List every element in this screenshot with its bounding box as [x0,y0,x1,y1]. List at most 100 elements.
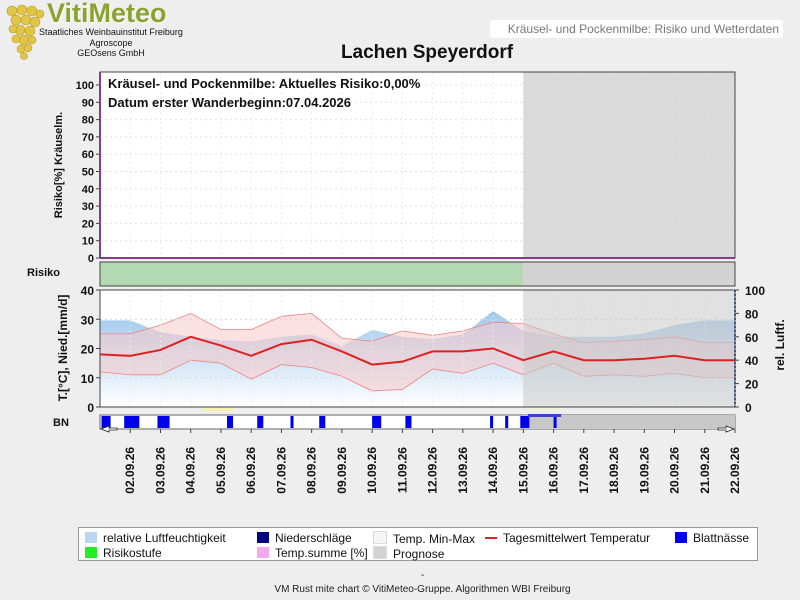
legend-swatch [257,532,269,543]
legend-swatch [85,532,97,543]
legend-item: relative Luftfeuchtigkeit [85,531,226,545]
leaf-wetness-bar [553,416,557,428]
date-tick-label: 16.09.26 [547,447,561,494]
weather-right-tick-label: 100 [745,284,765,298]
risk-y-axis-label: Risiko[%] Kräuselm. [53,112,65,218]
legend-swatch [257,547,269,558]
legend-item: Niederschläge [257,531,352,545]
weather-right-tick-label: 40 [745,354,759,368]
leaf-wetness-bar [372,416,382,428]
leaf-wetness-bar [490,416,494,428]
legend-item: Risikostufe [85,546,162,560]
legend-label: Risikostufe [103,546,162,560]
leaf-wetness-bar [505,416,509,428]
date-tick-label: 10.09.26 [365,447,379,494]
weather-left-axis-label: T.[°C], Nied.[mm/d] [56,295,70,402]
weather-forecast-area [523,290,735,407]
legend-item: Temp.summe [%] [257,546,368,560]
weather-left-tick-label: 0 [87,401,94,415]
weather-left-tick-label: 30 [81,313,95,327]
leaf-wetness-bar [257,416,264,428]
leaf-wetness-bar [101,416,111,428]
date-tick-label: 04.09.26 [184,447,198,494]
weather-frame [99,289,736,408]
date-tick-label: 17.09.26 [577,447,591,494]
weather-left-tick-label: 40 [81,284,95,298]
chart-title: Lachen Speyerdorf [340,42,514,63]
risk-tick-label: 70 [82,132,94,144]
date-tick-label: 14.09.26 [486,447,500,494]
legend-label: relative Luftfeuchtigkeit [103,531,226,545]
risk-tick-label: 50 [82,167,94,179]
date-tick-label: 12.09.26 [426,447,440,494]
leaf-wetness-forecast [523,415,735,429]
risk-tick-label: 80 [82,115,94,127]
risk-forecast-area [523,72,735,258]
risk-tick-label: 0 [88,253,94,265]
legend-label: Prognose [393,547,445,561]
leaf-wetness-bar [520,416,530,428]
risk-strip-label: Risiko [27,267,60,279]
bn-label: BN [53,417,69,429]
risk-tick-label: 100 [76,80,94,92]
legend-swatch [85,547,97,558]
date-tick-label: 11.09.26 [395,447,409,493]
date-tick-label: 18.09.26 [607,447,621,494]
current-risk-annotation: Kräusel- und Pockenmilbe: Aktuelles Risi… [108,76,421,91]
weather-right-tick-label: 60 [745,331,759,345]
date-tick-label: 06.09.26 [244,447,258,494]
date-tick-label: 21.09.26 [698,447,712,494]
legend-item: Temp. Min-Max [373,531,475,546]
date-tick-label: 08.09.26 [305,447,319,494]
logo-agroscope: Agroscope [89,38,133,48]
legend-swatch [373,531,387,544]
leaf-wetness-bar [227,416,234,428]
risk-tick-label: 40 [82,184,94,196]
legend-swatch [485,537,497,539]
footer-credit: VM Rust mite chart © VitiMeteo-Gruppe. A… [274,584,571,595]
leaf-wetness-bar [405,416,412,428]
risk-tick-label: 30 [82,201,94,213]
legend-label: Blattnässe [693,531,750,545]
legend-label: Tagesmittelwert Temperatur [503,531,651,545]
leaf-wetness-bar [157,416,170,428]
leaf-wetness-bar [319,416,326,428]
risk-strip-forecast [523,262,735,286]
weather-right-axis-label: rel. Luftf. [773,319,787,370]
legend: relative Luftfeuchtigkeit Niederschläge … [78,527,758,561]
footer-dash: - [420,570,425,581]
weather-right-tick-label: 80 [745,307,759,321]
risk-tick-label: 10 [82,236,94,248]
date-tick-label: 20.09.26 [668,447,682,494]
leaf-wetness-bar [527,414,562,417]
date-tick-label: 15.09.26 [516,447,530,494]
risk-level-band [100,262,524,286]
scroll-right-icon [717,425,736,433]
date-tick-label: 02.09.26 [123,447,137,494]
legend-label: Niederschläge [275,531,352,545]
header-text: Kräusel- und Pockenmilbe: Risiko und Wet… [507,22,779,36]
weather-left-tick-label: 10 [81,372,95,386]
leaf-wetness-bar [124,416,140,428]
legend-item: Prognose [373,546,444,561]
weather-left-tick-label: 20 [81,343,95,357]
first-migration-annotation: Datum erster Wanderbeginn:07.04.2026 [108,95,351,110]
date-tick-label: 09.09.26 [335,447,349,494]
legend-swatch [675,532,687,543]
date-tick-label: 07.09.26 [274,447,288,494]
legend-swatch [373,546,387,559]
logo-geosens: GEOsens GmbH [77,48,145,58]
legend-label: Temp. Min-Max [393,532,476,546]
leaf-wetness-bar [290,416,294,428]
risk-strip-frame [99,261,736,287]
risk-tick-label: 20 [82,218,94,230]
date-tick-label: 22.09.26 [728,447,742,494]
legend-item: Blattnässe [675,531,749,545]
grape-logo-icon [6,4,45,60]
date-tick-label: 05.09.26 [214,447,228,494]
weather-right-tick-label: 0 [745,401,752,415]
date-tick-label: 19.09.26 [637,447,651,494]
legend-label: Temp.summe [%] [275,546,368,560]
temp-mean-line [99,335,735,366]
